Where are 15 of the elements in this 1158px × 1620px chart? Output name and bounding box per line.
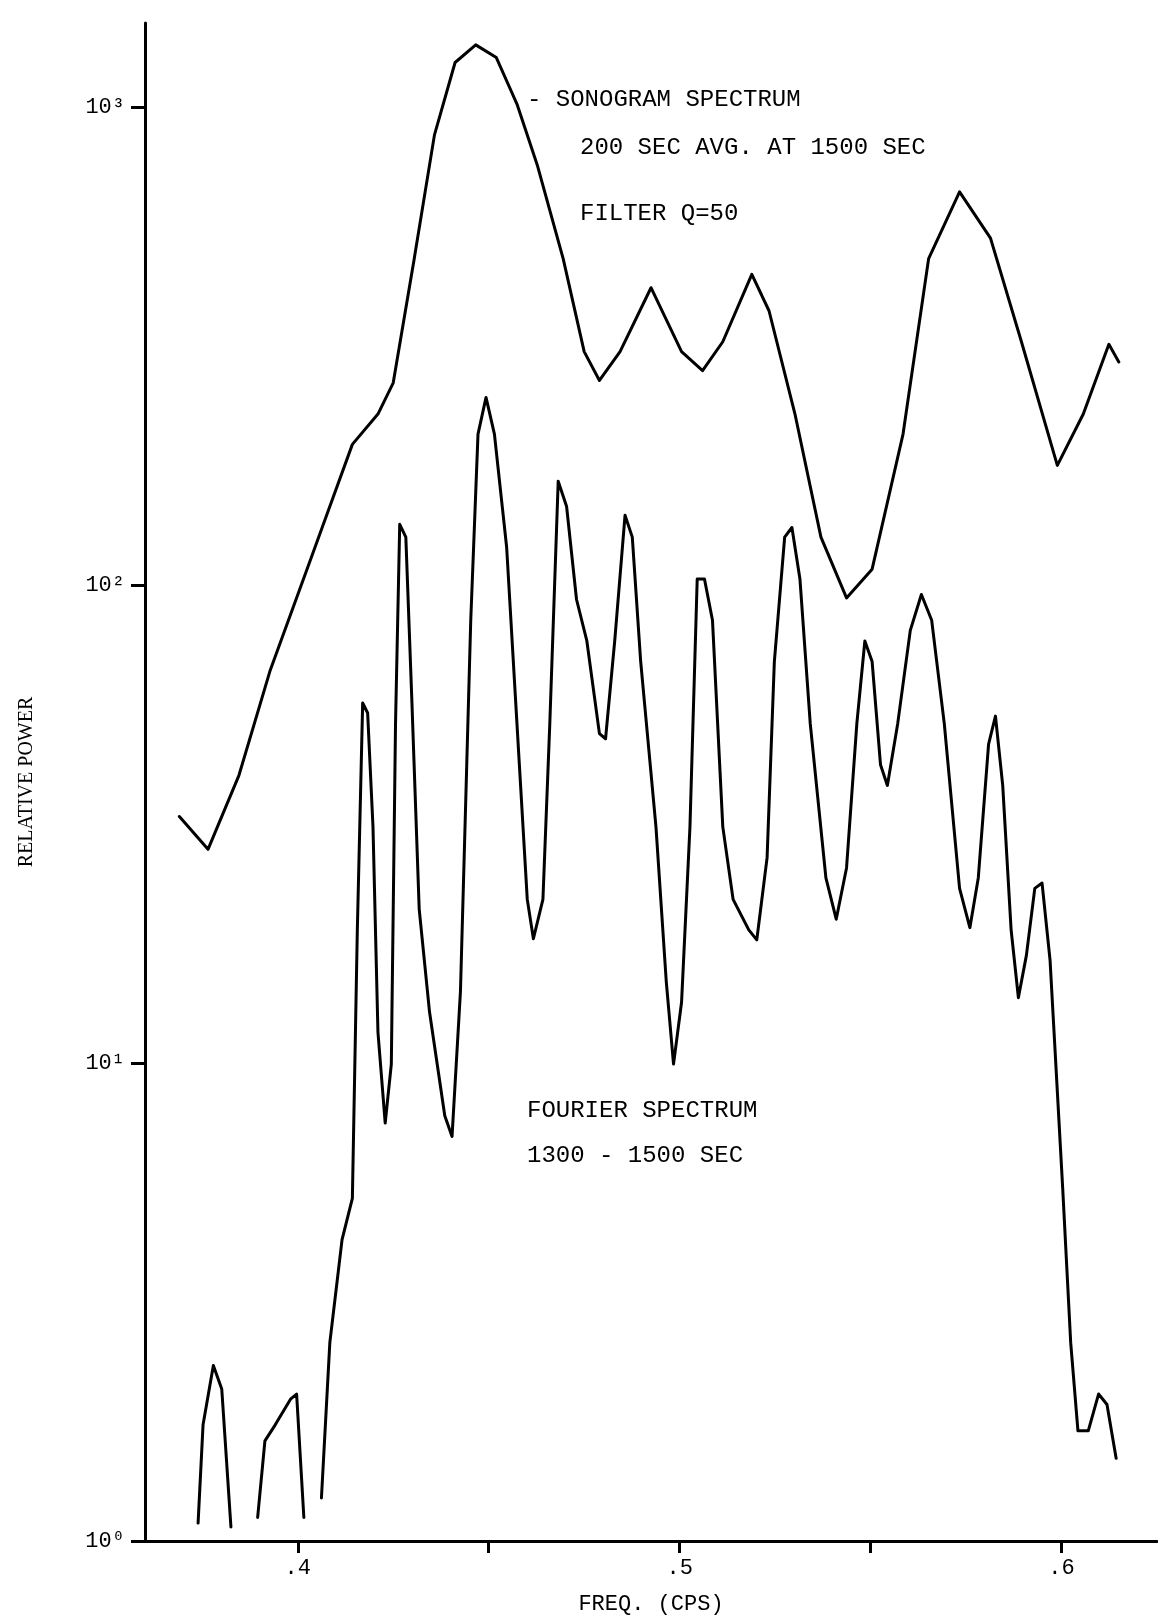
annotation: FILTER Q=50	[580, 199, 739, 227]
x-tick-label: .5	[666, 1555, 693, 1581]
x-tick-label: .6	[1048, 1555, 1075, 1581]
y-axis-title: RELATIVE POWER	[14, 696, 36, 868]
annotation: 1300 - 1500 SEC	[527, 1141, 744, 1169]
annotation: 200 SEC AVG. AT 1500 SEC	[580, 133, 926, 161]
y-tick-label: 10¹	[85, 1050, 125, 1076]
y-tick-label: 10³	[85, 94, 125, 120]
line-series	[177, 43, 1121, 851]
annotation: - SONOGRAM SPECTRUM	[527, 85, 801, 113]
y-tick-label: 10⁰	[85, 1528, 125, 1554]
y-tick-label: 10²	[85, 572, 125, 598]
x-axis-title: FREQ. (CPS)	[578, 1591, 724, 1617]
annotation: FOURIER SPECTRUM	[527, 1096, 758, 1124]
x-tick-label: .4	[284, 1555, 311, 1581]
